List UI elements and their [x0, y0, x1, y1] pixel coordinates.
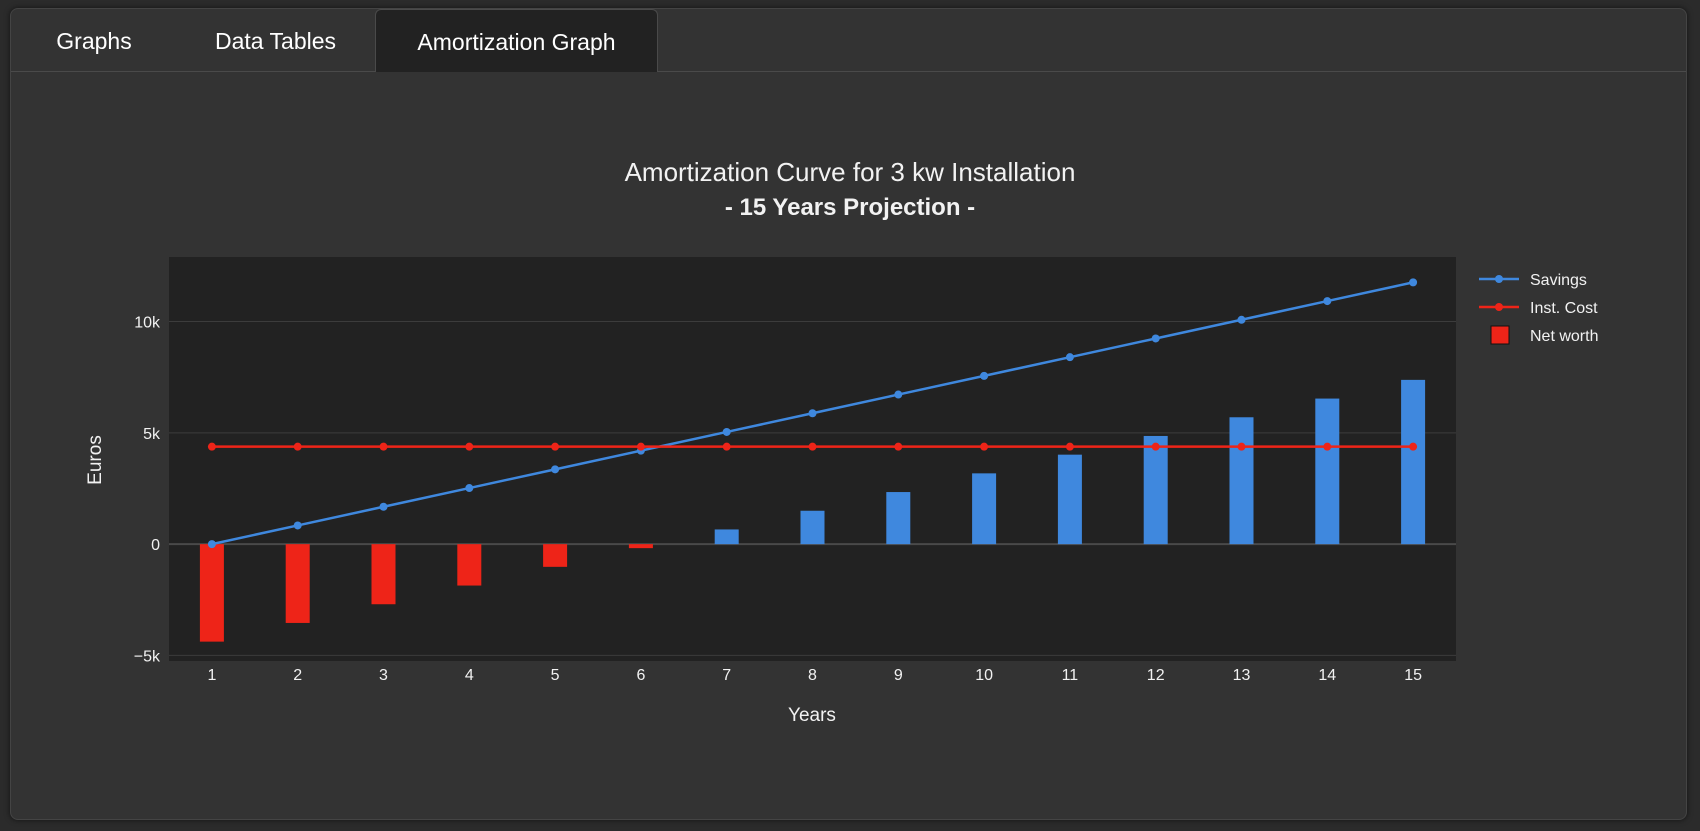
x-tick-label: 5	[551, 667, 560, 684]
savings-point	[1065, 353, 1074, 362]
legend-label: Inst. Cost	[1530, 300, 1598, 317]
legend-marker	[1495, 275, 1503, 283]
inst-cost-point	[980, 442, 989, 451]
plot-background	[169, 257, 1456, 661]
inst-cost-point	[293, 442, 302, 451]
savings-point	[1323, 297, 1332, 306]
x-tick-label: 11	[1062, 667, 1079, 684]
inst-cost-point	[1151, 442, 1160, 451]
legend-label: Savings	[1530, 272, 1587, 289]
x-tick-label: 10	[975, 667, 993, 684]
net-worth-bar	[1401, 379, 1426, 545]
inst-cost-point	[1323, 442, 1332, 451]
inst-cost-point	[1409, 442, 1418, 451]
legend-bar-swatch	[1490, 325, 1510, 345]
y-tick-label: 5k	[143, 426, 161, 443]
x-tick-label: 2	[293, 667, 302, 684]
inst-cost-point	[1237, 442, 1246, 451]
net-worth-bar	[457, 544, 482, 586]
y-tick-label: 0	[151, 537, 160, 554]
inst-cost-point	[636, 442, 645, 451]
savings-point	[980, 371, 989, 380]
x-tick-label: 6	[636, 667, 645, 684]
x-tick-label: 4	[465, 667, 474, 684]
x-tick-label: 7	[722, 667, 731, 684]
inst-cost-point	[551, 442, 560, 451]
savings-point	[722, 427, 731, 436]
net-worth-bar	[628, 544, 653, 549]
x-tick-label: 1	[207, 667, 216, 684]
net-worth-bar	[371, 544, 396, 605]
savings-point	[808, 409, 817, 418]
net-worth-bar	[1229, 417, 1254, 545]
tab-data-tables[interactable]: Data Tables	[214, 28, 337, 54]
y-axis-title: Euros	[85, 435, 106, 485]
inst-cost-point	[808, 442, 817, 451]
inst-cost-point	[722, 442, 731, 451]
x-tick-label: 15	[1404, 667, 1422, 684]
x-axis-title: Years	[788, 705, 836, 726]
x-tick-label: 8	[808, 667, 817, 684]
tab-graphs[interactable]: Graphs	[56, 28, 132, 54]
chart-title: Amortization Curve for 3 kw Installation	[625, 157, 1076, 187]
savings-point	[379, 502, 388, 511]
net-worth-bar	[1315, 398, 1340, 545]
chart-legend: Savings Inst. Cost Net worth	[1479, 272, 1598, 345]
inst-cost-point	[379, 442, 388, 451]
legend-label: Net worth	[1530, 328, 1598, 345]
net-worth-bar	[800, 510, 825, 545]
net-worth-bar	[972, 473, 997, 545]
legend-marker	[1495, 303, 1503, 311]
x-tick-label: 13	[1233, 667, 1251, 684]
net-worth-bar	[285, 544, 310, 623]
x-tick-label: 12	[1147, 667, 1165, 684]
savings-point	[1237, 315, 1246, 324]
savings-point	[207, 540, 216, 549]
y-tick-label: −5k	[134, 648, 161, 665]
savings-point	[1151, 334, 1160, 343]
x-tick-label: 3	[379, 667, 388, 684]
tab-bar: Graphs Data Tables Amortization Graph	[11, 9, 1686, 72]
net-worth-bar	[543, 544, 568, 567]
x-tick-label: 9	[894, 667, 903, 684]
inst-cost-point	[207, 442, 216, 451]
savings-point	[293, 521, 302, 530]
inst-cost-point	[465, 442, 474, 451]
net-worth-bar	[1143, 435, 1168, 545]
tab-amortization-graph[interactable]: Amortization Graph	[375, 9, 658, 72]
savings-point	[465, 484, 474, 493]
net-worth-bar	[714, 529, 739, 545]
savings-point	[1409, 278, 1418, 287]
net-worth-bar	[886, 492, 911, 545]
x-tick-label: 14	[1318, 667, 1336, 684]
y-tick-label: 10k	[134, 315, 161, 332]
net-worth-bar	[1057, 454, 1082, 545]
chart-subtitle: - 15 Years Projection -	[725, 194, 975, 221]
net-worth-bar	[199, 544, 224, 642]
savings-point	[551, 465, 560, 474]
inst-cost-point	[894, 442, 903, 451]
inst-cost-point	[1065, 442, 1074, 451]
savings-point	[894, 390, 903, 399]
